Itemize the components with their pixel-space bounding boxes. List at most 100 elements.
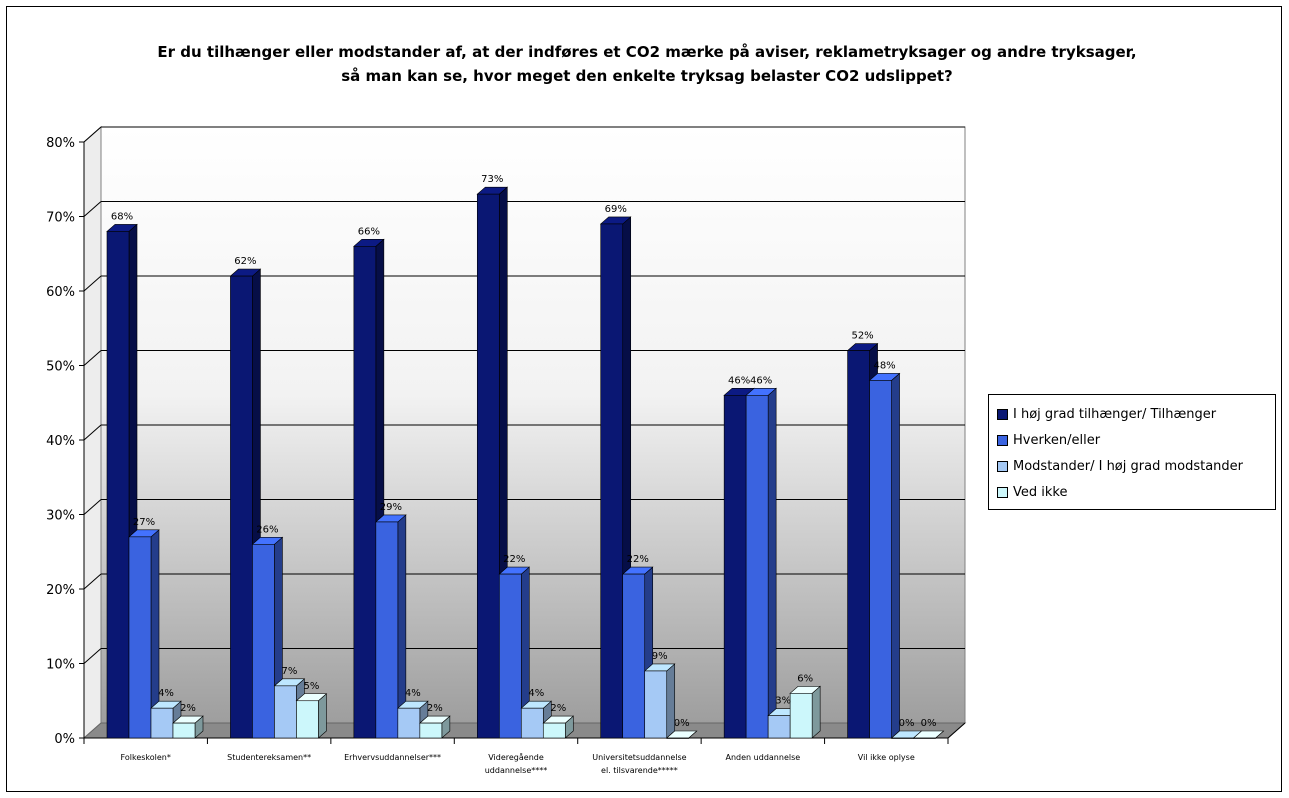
data-label: 69% [605, 204, 627, 215]
data-label: 2% [550, 703, 566, 714]
x-tick-label: Folkeskolen* [121, 753, 171, 762]
bar-front [745, 394, 769, 739]
bar-front [789, 692, 813, 739]
y-tick-label: 80% [46, 136, 75, 151]
data-label: 0% [899, 718, 915, 729]
x-tick-label: uddannelse**** [485, 766, 548, 775]
data-label: 4% [405, 688, 421, 699]
data-label: 46% [728, 375, 750, 386]
bar [643, 663, 676, 739]
bar [912, 730, 945, 739]
data-label: 22% [627, 554, 649, 565]
bar-front [476, 193, 500, 739]
gridline-side [83, 573, 102, 590]
data-label: 52% [851, 331, 873, 342]
data-label: 27% [133, 517, 155, 528]
bar [745, 387, 777, 739]
data-label: 48% [873, 360, 895, 371]
x-tick-label: Vil ikke oplyse [858, 753, 915, 762]
chart-title-line-1: Er du tilhænger eller modstander af, at … [157, 43, 1136, 61]
x-axis-ticks: Folkeskolen* Studentereksamen** Erhvervsud… [83, 738, 949, 775]
data-label: 3% [775, 696, 791, 707]
bar-front [869, 380, 892, 739]
y-tick-label: 20% [46, 583, 75, 598]
data-labels: 68% 27% 4% 2% 62% 26% 7% 5% 66% 29% 4% 2% 73% 22% 4% 2%… [111, 174, 937, 729]
data-label: 29% [380, 502, 402, 513]
y-tick-label: 60% [46, 285, 75, 300]
bar-front [913, 737, 936, 739]
y-tick-label: 70% [46, 211, 75, 226]
y-tick-label: 30% [46, 509, 75, 524]
bar-front [106, 231, 130, 739]
gridline-side [83, 126, 102, 143]
x-tick-label: Anden uddannelse [726, 753, 801, 762]
bar-front [666, 737, 690, 739]
bar-front [891, 737, 914, 739]
gridline-side [83, 201, 102, 217]
bar-front [230, 275, 253, 739]
bar-front [600, 223, 624, 739]
x-tick-label: Erhvervsuddannelser*** [344, 753, 441, 762]
bar [295, 693, 328, 739]
legend-swatch [997, 460, 1008, 472]
bar-front [644, 670, 668, 739]
y-tick-label: 10% [46, 658, 75, 673]
legend-item: Ved ikke [997, 479, 1275, 505]
legend-label: Hverken/eller [1013, 432, 1101, 448]
bar-front [767, 715, 791, 739]
bar-side [318, 693, 327, 739]
data-label: 2% [180, 703, 196, 714]
gridline-side [83, 424, 102, 441]
legend-label: I høj grad tilhænger/ Tilhænger [1013, 406, 1217, 422]
bar-side [767, 387, 777, 739]
bar-front [296, 700, 319, 739]
bar [789, 685, 821, 739]
bar [520, 700, 553, 739]
data-label: 46% [750, 375, 772, 386]
data-label: 73% [481, 174, 503, 185]
bar-front [520, 707, 544, 739]
bars [106, 186, 945, 739]
gridline-side [83, 350, 102, 366]
y-tick-label: 50% [46, 360, 75, 375]
bar-front [172, 722, 196, 739]
bar [419, 715, 451, 739]
bar [868, 372, 901, 739]
data-label: 4% [528, 688, 544, 699]
data-label: 22% [503, 554, 525, 565]
legend-item: I høj grad tilhænger/ Tilhænger [997, 401, 1275, 427]
data-label: 2% [427, 703, 443, 714]
gridline-side [83, 275, 102, 292]
legend-label: Modstander/ I høj grad modstander [1013, 458, 1243, 474]
legend-swatch [997, 408, 1008, 420]
legend-swatch [997, 434, 1008, 446]
bar [172, 715, 204, 739]
data-label: 68% [111, 211, 133, 222]
data-label: 4% [158, 688, 174, 699]
bar-front [723, 394, 747, 739]
gridline-side [83, 648, 102, 664]
bar-front [274, 685, 297, 739]
bar-front [498, 573, 522, 739]
bar [498, 566, 531, 739]
data-label: 0% [674, 718, 690, 729]
legend-item: Hverken/eller [997, 427, 1275, 453]
bar-front [397, 707, 421, 739]
legend: I høj grad tilhænger/ Tilhænger Hverken/e… [988, 394, 1276, 510]
x-tick-label: el. tilsvarende***** [601, 766, 678, 775]
bar-front [128, 536, 152, 739]
data-label: 5% [303, 681, 319, 692]
x-tick-label: Universitetsuddannelse [592, 753, 686, 762]
data-label: 26% [256, 524, 278, 535]
x-tick-label: Videregående [488, 752, 544, 762]
bar-front [622, 573, 646, 739]
bar-front [150, 707, 174, 739]
gridline-side [83, 499, 102, 515]
legend-label: Ved ikke [1013, 484, 1068, 500]
data-label: 0% [921, 718, 937, 729]
chart-title: Er du tilhænger eller modstander af, at … [157, 43, 1136, 85]
data-label: 6% [797, 673, 813, 684]
y-tick-label: 0% [54, 732, 75, 747]
bar [665, 730, 698, 739]
